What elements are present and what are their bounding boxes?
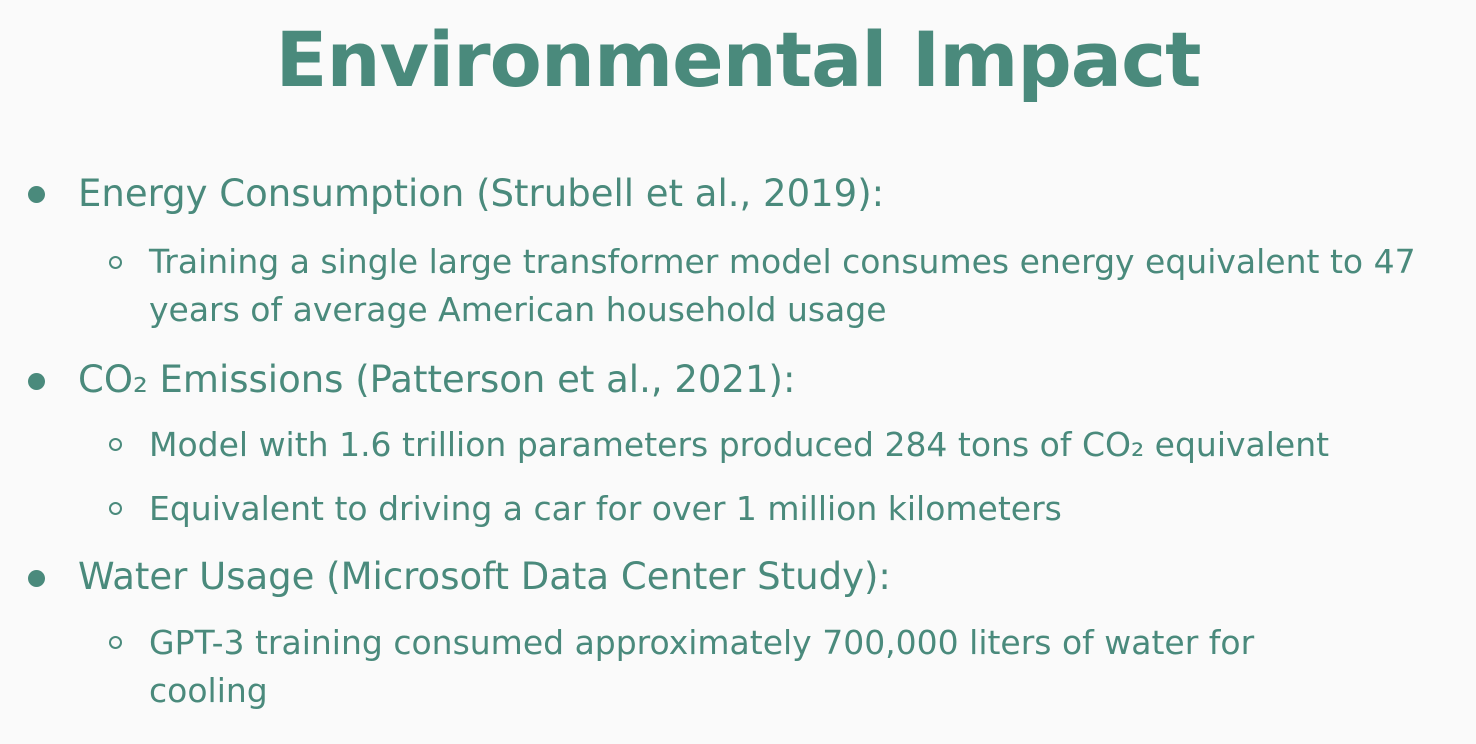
bullet-dot <box>28 373 45 390</box>
sub-bullet-circle <box>109 502 122 515</box>
sub-bullet-circle <box>109 438 122 451</box>
point-co2-2: Equivalent to driving a car for over 1 m… <box>149 489 1062 528</box>
point-water-1: GPT-3 training consumed approximately 70… <box>149 623 1255 710</box>
sub-bullet-circle <box>109 636 122 649</box>
sub-bullet-circle <box>109 256 122 269</box>
section-heading-energy: Energy Consumption (Strubell et al., 201… <box>78 172 885 215</box>
section-heading-water: Water Usage (Microsoft Data Center Study… <box>78 555 891 598</box>
point-energy-1: Training a single large transformer mode… <box>149 242 1416 329</box>
slide-title: Environmental Impact <box>275 15 1202 104</box>
section-heading-co2: CO₂ Emissions (Patterson et al., 2021): <box>78 358 796 401</box>
point-co2-1: Model with 1.6 trillion parameters produ… <box>149 425 1330 464</box>
bullet-dot <box>28 186 45 203</box>
bullet-dot <box>28 570 45 587</box>
